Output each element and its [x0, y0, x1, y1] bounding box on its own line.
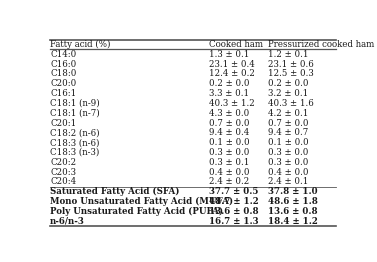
Text: 4.3 ± 0.0: 4.3 ± 0.0: [209, 109, 250, 118]
Text: C20:2: C20:2: [50, 158, 76, 167]
Text: 12.4 ± 0.2: 12.4 ± 0.2: [209, 69, 255, 78]
Text: 9.4 ± 0.4: 9.4 ± 0.4: [209, 128, 250, 137]
Text: 0.4 ± 0.0: 0.4 ± 0.0: [268, 168, 308, 177]
Text: 0.1 ± 0.0: 0.1 ± 0.0: [268, 138, 308, 147]
Text: n-6/n-3: n-6/n-3: [50, 217, 85, 226]
Text: 0.7 ± 0.0: 0.7 ± 0.0: [209, 118, 250, 128]
Text: 0.1 ± 0.0: 0.1 ± 0.0: [209, 138, 250, 147]
Text: 3.2 ± 0.1: 3.2 ± 0.1: [268, 89, 308, 98]
Text: 0.3 ± 0.0: 0.3 ± 0.0: [209, 148, 250, 157]
Text: 37.7 ± 0.5: 37.7 ± 0.5: [209, 187, 259, 196]
Text: Cooked ham: Cooked ham: [209, 40, 263, 50]
Text: C20:1: C20:1: [50, 118, 76, 128]
Text: Pressurized cooked ham: Pressurized cooked ham: [268, 40, 374, 50]
Text: 40.3 ± 1.2: 40.3 ± 1.2: [209, 99, 255, 108]
Text: C14:0: C14:0: [50, 50, 76, 59]
Text: C18:3 (n-6): C18:3 (n-6): [50, 138, 100, 147]
Text: C18:0: C18:0: [50, 69, 77, 78]
Text: 48.6 ± 1.8: 48.6 ± 1.8: [268, 197, 317, 206]
Text: 0.3 ± 0.0: 0.3 ± 0.0: [268, 158, 308, 167]
Text: 0.3 ± 0.0: 0.3 ± 0.0: [268, 148, 308, 157]
Text: 13.6 ± 0.8: 13.6 ± 0.8: [209, 207, 259, 216]
Text: 18.4 ± 1.2: 18.4 ± 1.2: [268, 217, 317, 226]
Text: 12.5 ± 0.3: 12.5 ± 0.3: [268, 69, 313, 78]
Text: 9.4 ± 0.7: 9.4 ± 0.7: [268, 128, 308, 137]
Text: 23.1 ± 0.6: 23.1 ± 0.6: [268, 59, 313, 69]
Text: 40.3 ± 1.6: 40.3 ± 1.6: [268, 99, 313, 108]
Text: C20:4: C20:4: [50, 177, 76, 187]
Text: 0.4 ± 0.0: 0.4 ± 0.0: [209, 168, 250, 177]
Text: C18:1 (n-9): C18:1 (n-9): [50, 99, 100, 108]
Text: 16.7 ± 1.3: 16.7 ± 1.3: [209, 217, 259, 226]
Text: Saturated Fatty Acid (SFA): Saturated Fatty Acid (SFA): [50, 187, 179, 196]
Text: Mono Unsaturated Fatty Acid (MUFA): Mono Unsaturated Fatty Acid (MUFA): [50, 197, 233, 206]
Text: 2.4 ± 0.1: 2.4 ± 0.1: [268, 177, 308, 187]
Text: C18:2 (n-6): C18:2 (n-6): [50, 128, 100, 137]
Text: C16:1: C16:1: [50, 89, 76, 98]
Text: 23.1 ± 0.4: 23.1 ± 0.4: [209, 59, 255, 69]
Text: 0.2 ± 0.0: 0.2 ± 0.0: [268, 79, 308, 88]
Text: 1.3 ± 0.1: 1.3 ± 0.1: [209, 50, 250, 59]
Text: 37.8 ± 1.0: 37.8 ± 1.0: [268, 187, 317, 196]
Text: C20:0: C20:0: [50, 79, 76, 88]
Text: 0.2 ± 0.0: 0.2 ± 0.0: [209, 79, 250, 88]
Text: 13.6 ± 0.8: 13.6 ± 0.8: [268, 207, 317, 216]
Text: 0.7 ± 0.0: 0.7 ± 0.0: [268, 118, 308, 128]
Text: C18:1 (n-7): C18:1 (n-7): [50, 109, 100, 118]
Text: C20:3: C20:3: [50, 168, 76, 177]
Text: C18:3 (n-3): C18:3 (n-3): [50, 148, 100, 157]
Text: 3.3 ± 0.1: 3.3 ± 0.1: [209, 89, 250, 98]
Text: Fatty acid (%): Fatty acid (%): [50, 40, 110, 50]
Text: 48.7 ± 1.2: 48.7 ± 1.2: [209, 197, 259, 206]
Text: 1.2 ± 0.1: 1.2 ± 0.1: [268, 50, 308, 59]
Text: 4.2 ± 0.1: 4.2 ± 0.1: [268, 109, 308, 118]
Text: Poly Unsaturated Fatty Acid (PUFA): Poly Unsaturated Fatty Acid (PUFA): [50, 207, 223, 216]
Text: C16:0: C16:0: [50, 59, 76, 69]
Text: 0.3 ± 0.1: 0.3 ± 0.1: [209, 158, 250, 167]
Text: 2.4 ± 0.2: 2.4 ± 0.2: [209, 177, 250, 187]
